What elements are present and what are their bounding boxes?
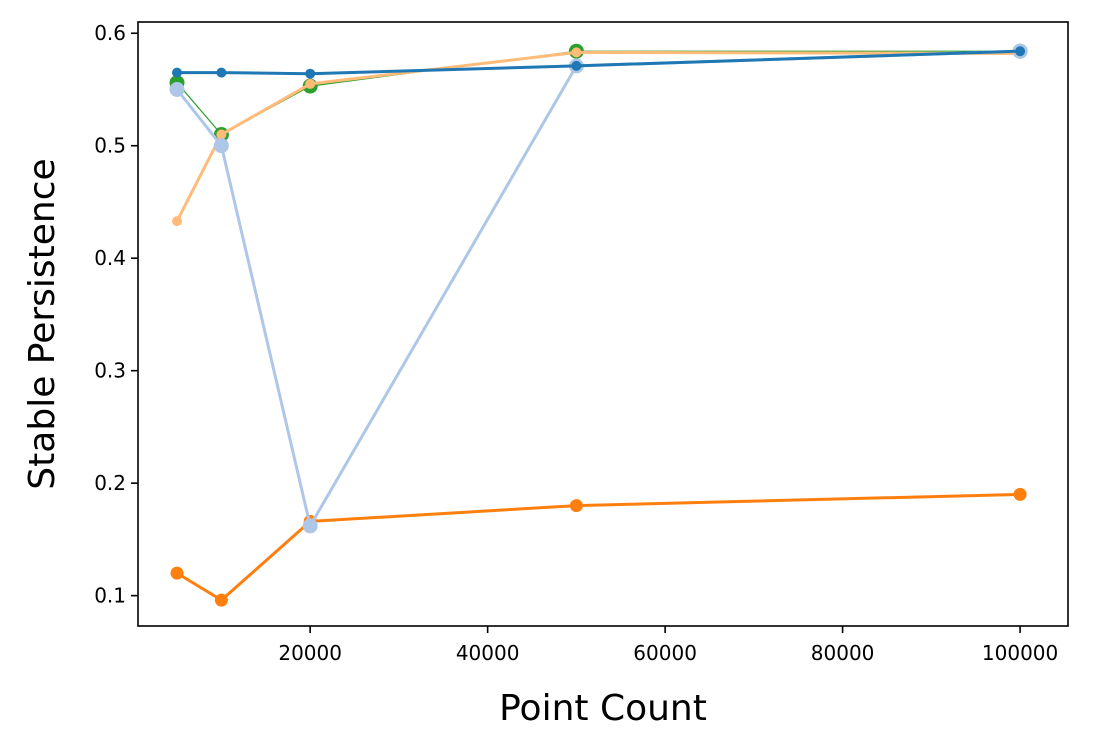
- x-tick-label: 100000: [982, 641, 1058, 665]
- series-3-point: [170, 566, 184, 580]
- y-tick-label: 0.5: [94, 134, 126, 158]
- series-2-point: [216, 129, 227, 140]
- x-tick-label: 40000: [456, 641, 520, 665]
- series-3: [170, 487, 1027, 607]
- series-5-point: [216, 67, 227, 78]
- y-tick-label: 0.4: [94, 246, 126, 270]
- series-3-line: [175, 492, 1022, 602]
- series-3-point: [214, 593, 228, 607]
- y-tick-label: 0.3: [94, 359, 126, 383]
- series-4-point: [302, 518, 318, 534]
- y-axis: 0.1 0.2 0.3 0.4 0.5 0.6: [94, 21, 138, 608]
- x-tick-label: 20000: [278, 641, 342, 665]
- series-2-point: [172, 216, 182, 227]
- series-5-line: [175, 49, 1022, 76]
- x-axis: 20000 40000 60000 80000 100000: [278, 626, 1058, 665]
- series-layer: [169, 43, 1028, 607]
- x-axis-label: Point Count: [499, 688, 707, 729]
- x-tick-label: 60000: [633, 641, 697, 665]
- y-tick-label: 0.6: [94, 21, 126, 45]
- x-tick-label: 80000: [811, 641, 875, 665]
- series-5: [172, 46, 1026, 79]
- series-5-point: [305, 68, 316, 79]
- series-4-point: [169, 82, 185, 97]
- y-tick-label: 0.2: [94, 471, 126, 495]
- series-1: [169, 43, 1028, 142]
- series-2-line: [175, 50, 1022, 223]
- series-2-point: [571, 47, 582, 58]
- series-5-point: [172, 67, 182, 78]
- plot-frame: [137, 21, 1069, 627]
- series-4-point: [213, 138, 229, 154]
- series-5-point: [571, 60, 582, 71]
- series-4-line: [175, 49, 1022, 528]
- series-3-point: [569, 499, 583, 513]
- y-axis-label: Stable Persistence: [22, 158, 63, 489]
- series-2-point: [305, 78, 316, 89]
- series-4: [169, 43, 1028, 534]
- series-3-point: [1013, 487, 1027, 501]
- y-tick-label: 0.1: [94, 584, 126, 608]
- series-5-point: [1015, 46, 1026, 57]
